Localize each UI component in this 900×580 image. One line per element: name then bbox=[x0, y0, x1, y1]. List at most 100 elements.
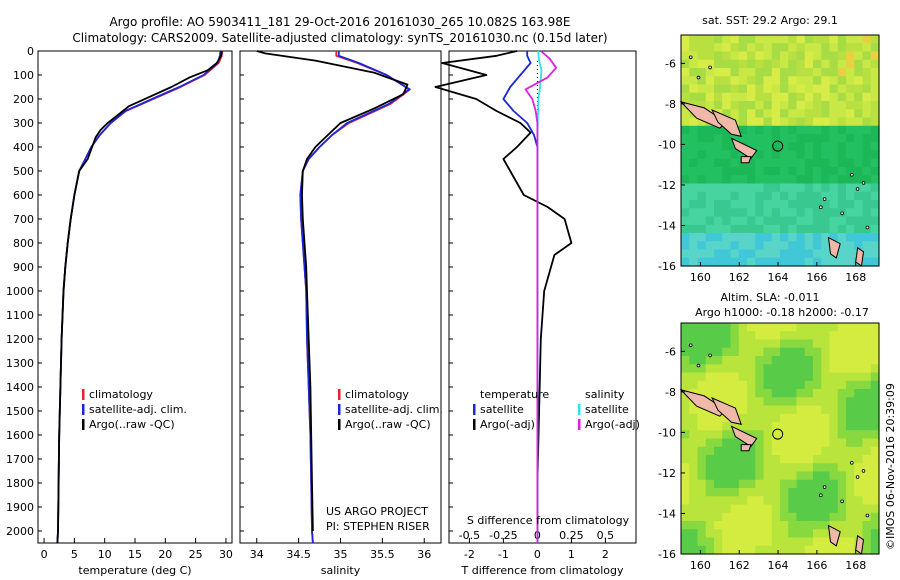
sst-grid-cell bbox=[780, 216, 789, 226]
sla-grid-cell bbox=[862, 545, 872, 555]
sla-grid-cell bbox=[829, 479, 839, 489]
sla-grid-cell bbox=[804, 356, 814, 365]
sst-grid-cell bbox=[755, 200, 765, 209]
sst-grid-cell bbox=[780, 142, 789, 152]
diff-xtick-label: 0 bbox=[534, 548, 541, 561]
sst-grid-cell bbox=[829, 191, 839, 201]
sla-grid-cell bbox=[870, 331, 880, 341]
sst-grid-cell bbox=[829, 134, 839, 143]
sst-grid-cell bbox=[747, 257, 756, 267]
sla-grid-cell bbox=[862, 430, 872, 440]
sst-grid-cell bbox=[796, 125, 806, 135]
sst-grid-cell bbox=[804, 191, 814, 201]
sst-grid-cell bbox=[788, 183, 798, 193]
sla-grid-cell bbox=[780, 339, 789, 349]
sla-grid-cell bbox=[755, 331, 765, 341]
sla-grid-cell bbox=[796, 405, 806, 415]
sla-grid-cell bbox=[681, 413, 690, 423]
sla-xtick-label: 168 bbox=[845, 559, 866, 572]
sst-grid-cell bbox=[763, 249, 773, 259]
depth-tick-label: 1600 bbox=[6, 429, 34, 442]
sla-grid-cell bbox=[780, 364, 789, 374]
sla-map-panel: 160 162 164 166 168 -6 -8 -10 -12 -14 -16 bbox=[658, 322, 880, 572]
sla-grid-cell bbox=[813, 323, 822, 332]
sla-grid-cell bbox=[854, 488, 864, 497]
sst-grid-cell bbox=[837, 134, 847, 143]
sla-grid-cell bbox=[846, 521, 855, 530]
sst-grid-cell bbox=[804, 208, 814, 218]
sla-grid-cell bbox=[788, 463, 798, 473]
sst-grid-cell bbox=[714, 134, 723, 143]
sst-grid-cell bbox=[837, 51, 847, 61]
sla-grid-cell bbox=[862, 405, 872, 415]
sla-grid-cell bbox=[821, 339, 831, 349]
sla-grid-cell bbox=[804, 479, 814, 489]
sst-grid-cell bbox=[846, 59, 855, 69]
sla-grid-cell bbox=[804, 545, 814, 555]
sst-grid-cell bbox=[821, 35, 831, 44]
sla-grid-cell bbox=[804, 537, 814, 547]
sla-grid-cell bbox=[846, 529, 855, 539]
sla-grid-cell bbox=[829, 521, 839, 530]
sst-grid-cell bbox=[837, 200, 847, 209]
sst-grid-cell bbox=[870, 92, 880, 102]
sla-grid-cell bbox=[747, 397, 756, 407]
sla-grid-cell bbox=[804, 372, 814, 382]
sla-grid-cell bbox=[697, 372, 707, 382]
sla-grid-cell bbox=[689, 479, 699, 489]
sst-grid-cell bbox=[829, 233, 839, 242]
sla-grid-cell bbox=[697, 545, 707, 555]
sst-grid-cell bbox=[854, 216, 864, 226]
sst-grid-cell bbox=[722, 158, 732, 168]
sst-grid-cell bbox=[730, 109, 740, 119]
sla-grid-cell bbox=[837, 389, 847, 398]
sla-grid-cell bbox=[730, 397, 740, 407]
sst-grid-cell bbox=[738, 35, 748, 44]
sla-grid-cell bbox=[804, 504, 814, 514]
sst-grid-cell bbox=[854, 51, 864, 61]
sla-grid-cell bbox=[788, 446, 798, 456]
sla-grid-cell bbox=[730, 545, 740, 555]
sst-grid-cell bbox=[747, 84, 756, 94]
sla-grid-cell bbox=[821, 430, 831, 440]
sst-grid-cell bbox=[780, 92, 789, 102]
sla-grid-cell bbox=[771, 364, 781, 374]
sst-grid-cell bbox=[813, 158, 822, 168]
sla-grid-cell bbox=[870, 471, 880, 481]
sla-grid-cell bbox=[788, 471, 798, 481]
difference-panel: -2 -1 0 1 2 T difference from climatology -0.5… bbox=[434, 50, 640, 577]
sla-grid-cell bbox=[722, 512, 732, 522]
sst-grid-cell bbox=[804, 257, 814, 267]
temp-series-line bbox=[56, 50, 222, 544]
depth-tick-label: 100 bbox=[13, 69, 34, 82]
sst-grid-cell bbox=[705, 101, 715, 110]
sst-grid-cell bbox=[689, 150, 699, 160]
sla-grid-cell bbox=[763, 496, 773, 506]
sla-island bbox=[730, 425, 758, 448]
sst-grid-cell bbox=[755, 241, 765, 251]
sla-grid-cell bbox=[854, 347, 864, 357]
sla-grid-cell bbox=[771, 430, 781, 440]
sla-grid-cell bbox=[755, 380, 765, 390]
sst-grid-cell bbox=[747, 68, 756, 77]
sla-grid-cell bbox=[722, 356, 732, 365]
sst-map-title: sat. SST: 29.2 Argo: 29.1 bbox=[702, 14, 838, 27]
sla-grid-cell bbox=[714, 372, 723, 382]
sla-grid-cell bbox=[862, 496, 872, 506]
sla-grid-cell bbox=[689, 471, 699, 481]
sla-grid-cell bbox=[681, 463, 690, 473]
sla-grid-cell bbox=[804, 347, 814, 357]
sla-grid-cell bbox=[705, 422, 715, 431]
sst-grid-cell bbox=[796, 249, 806, 259]
sst-islet bbox=[855, 187, 860, 191]
sla-grid-cell bbox=[837, 372, 847, 382]
sst-grid-cell bbox=[714, 35, 723, 44]
sst-grid-cell bbox=[722, 175, 732, 185]
sla-coastline bbox=[679, 343, 870, 555]
sla-grid-cell bbox=[837, 323, 847, 332]
sst-grid-cell bbox=[755, 43, 765, 53]
sal-annotation-line2: PI: STEPHEN RISER bbox=[326, 520, 430, 533]
sla-grid-cell bbox=[747, 430, 756, 440]
sla-grid-cell bbox=[681, 537, 690, 547]
sst-grid-cell bbox=[796, 183, 806, 193]
